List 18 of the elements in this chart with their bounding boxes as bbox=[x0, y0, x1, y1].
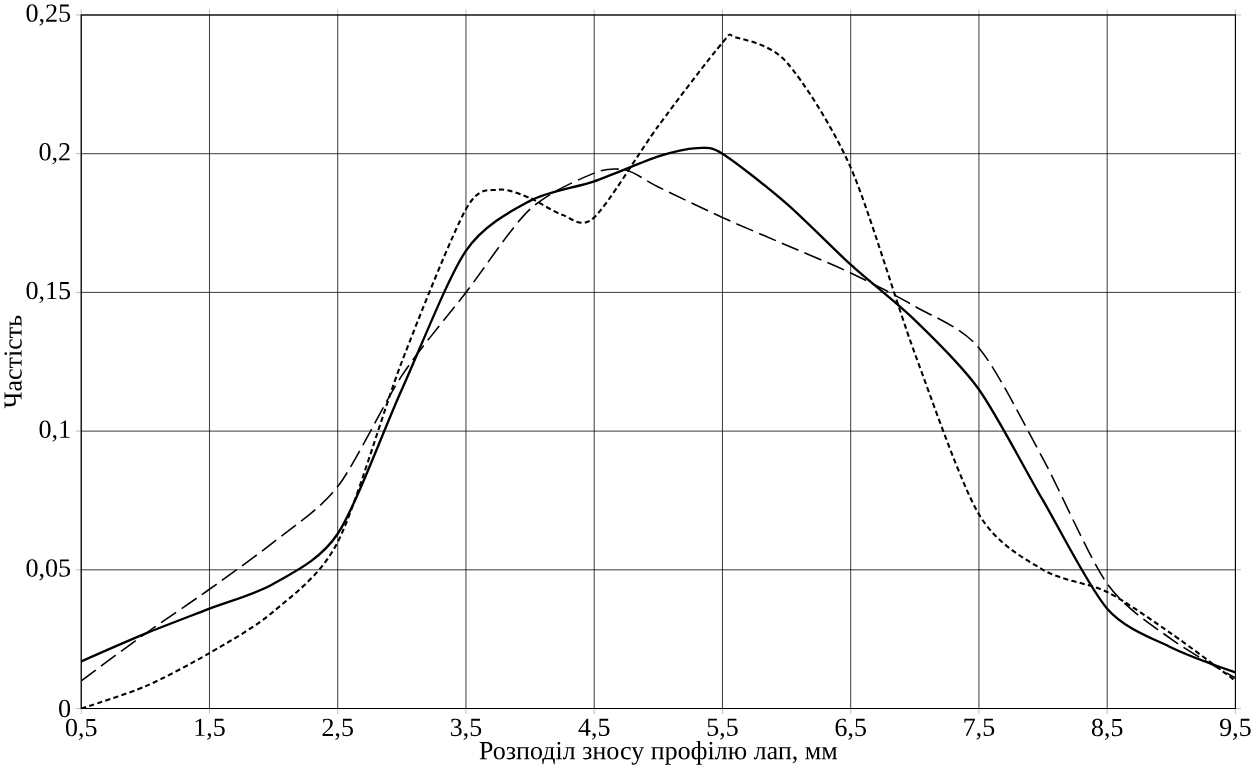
y-axis-title: Частість bbox=[4, 315, 22, 409]
x-tick-label: 6,5 bbox=[835, 718, 866, 740]
x-tick-label: 8,5 bbox=[1091, 718, 1123, 740]
x-tick-label: 4,5 bbox=[578, 718, 610, 740]
x-tick-label: 2,5 bbox=[322, 718, 353, 740]
y-tick-label: 0,05 bbox=[26, 559, 71, 581]
x-tick-label: 3,5 bbox=[450, 718, 482, 740]
y-tick-label: 0,25 bbox=[26, 4, 71, 26]
x-tick-label: 9,5 bbox=[1219, 718, 1251, 740]
y-tick-label: 0 bbox=[59, 699, 71, 718]
x-tick-label: 7,5 bbox=[964, 718, 995, 740]
y-tick-label: 0,2 bbox=[39, 142, 70, 165]
x-axis-title: Розподіл зносу профілю лап, мм bbox=[479, 741, 838, 765]
x-tick-label: 0,5 bbox=[65, 718, 97, 740]
x-tick-label: 1,5 bbox=[195, 718, 225, 740]
y-tick-label: 0,15 bbox=[26, 281, 71, 303]
y-tick-label: 0,1 bbox=[39, 420, 70, 442]
x-tick-label: 5,5 bbox=[707, 718, 738, 740]
